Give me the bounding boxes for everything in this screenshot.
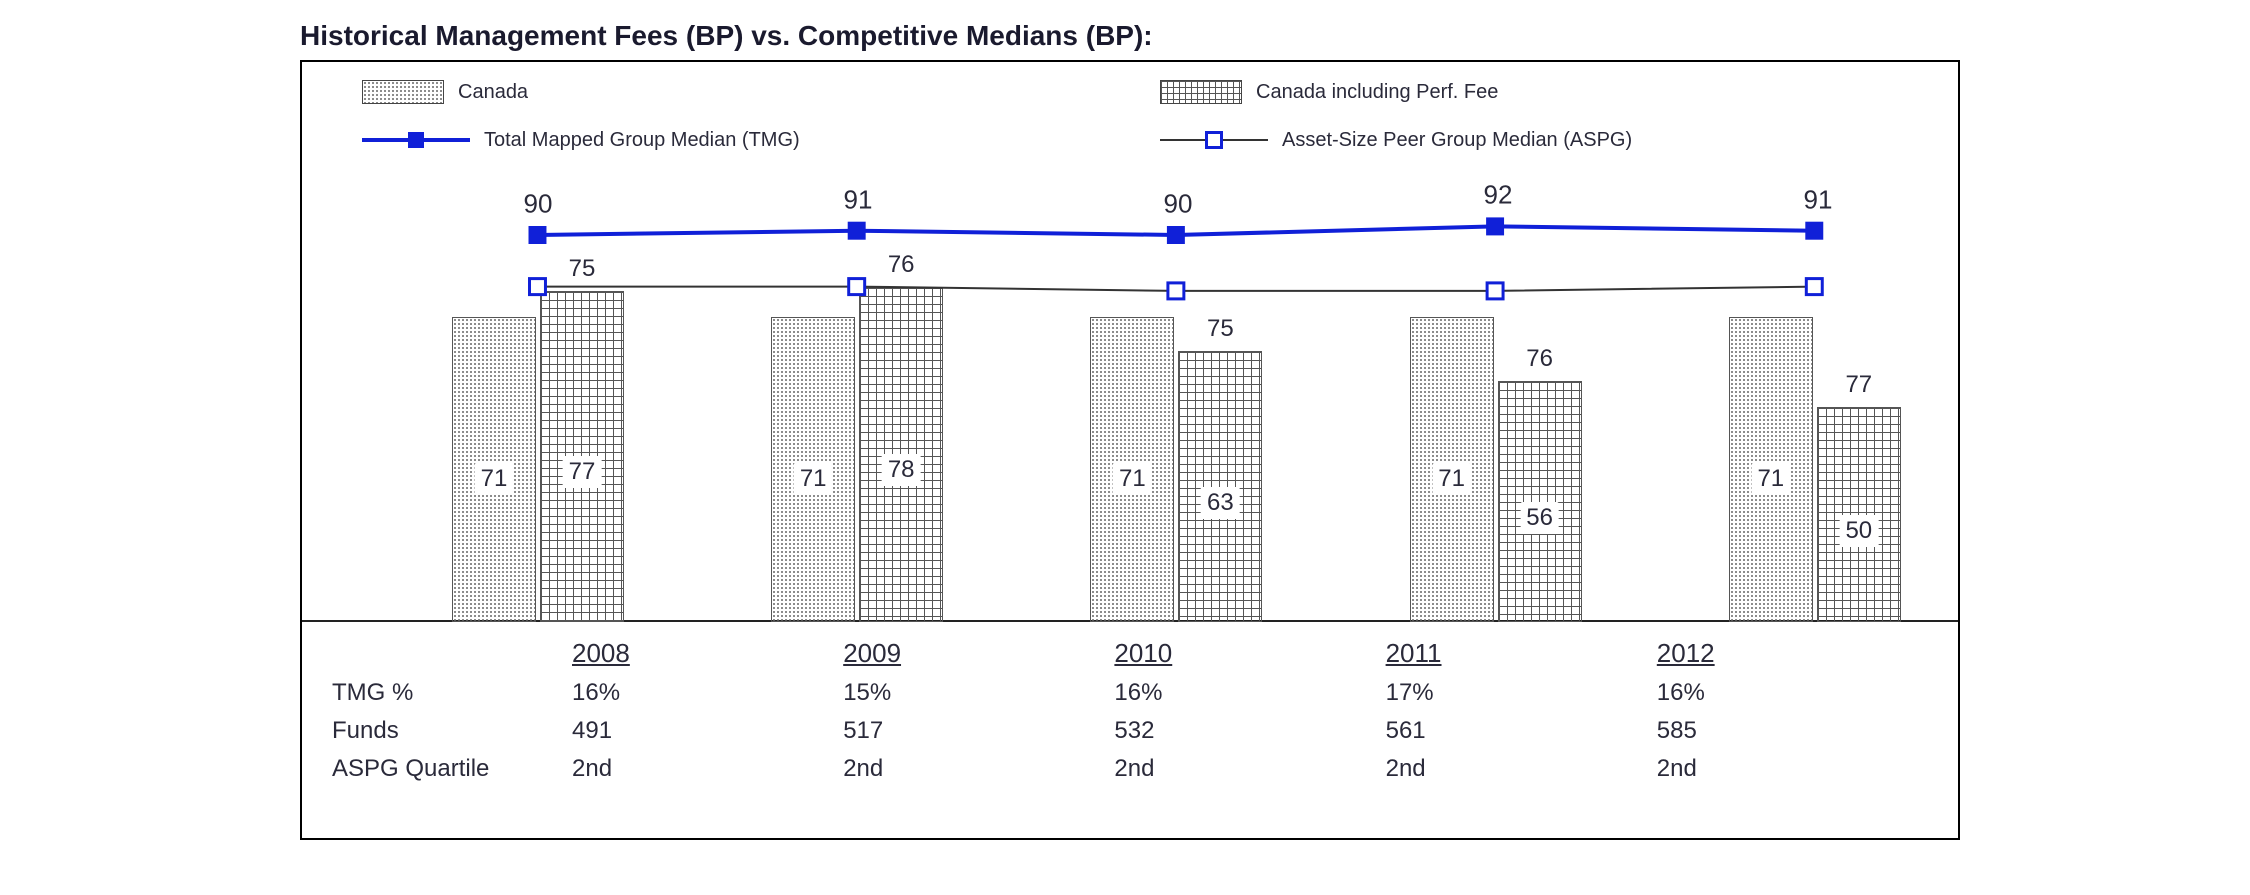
tmg-value-label: 91 <box>844 184 873 215</box>
table-cell: 2nd <box>1114 751 1385 789</box>
table-cell: 561 <box>1386 713 1657 751</box>
table-cell: 2nd <box>572 751 843 789</box>
aspg-marker <box>530 279 546 295</box>
swatch-dots-icon <box>362 80 444 104</box>
aspg-marker <box>1168 283 1184 299</box>
row-label: ASPG Quartile <box>332 751 572 789</box>
table-cell: 2nd <box>1386 751 1657 789</box>
table-cell: 15% <box>843 675 1114 713</box>
swatch-grid-icon <box>1160 80 1242 104</box>
legend-label: Canada including Perf. Fee <box>1256 81 1498 104</box>
table-cell: 17% <box>1386 675 1657 713</box>
tmg-value-label: 92 <box>1484 180 1513 211</box>
table-row: ASPG Quartile2nd2nd2nd2nd2nd <box>332 751 1928 789</box>
tmg-marker <box>848 222 866 240</box>
table-row: Funds491517532561585 <box>332 713 1928 751</box>
swatch-tmg-icon <box>362 128 470 152</box>
table-cell: 2nd <box>843 751 1114 789</box>
legend-label: Total Mapped Group Median (TMG) <box>484 129 800 152</box>
tmg-marker <box>529 226 547 244</box>
table-cell: 16% <box>572 675 843 713</box>
row-label: Funds <box>332 713 572 751</box>
year-label: 2008 <box>572 634 843 675</box>
swatch-aspg-icon <box>1160 128 1268 152</box>
bottom-table: 20082009201020112012 TMG %16%15%16%17%16… <box>332 634 1928 789</box>
table-cell: 16% <box>1657 675 1928 713</box>
chart-frame: Canada Canada including Perf. Fee Total … <box>300 60 1960 840</box>
table-cell: 2nd <box>1657 751 1928 789</box>
year-label: 2011 <box>1386 634 1657 675</box>
legend-item-aspg: Asset-Size Peer Group Median (ASPG) <box>1160 128 1958 152</box>
table-row: TMG %16%15%16%17%16% <box>332 675 1928 713</box>
table-cell: 491 <box>572 713 843 751</box>
legend-item-tmg: Total Mapped Group Median (TMG) <box>362 128 1160 152</box>
legend-item-canada-perf: Canada including Perf. Fee <box>1160 80 1958 104</box>
tmg-value-label: 91 <box>1804 184 1833 215</box>
aspg-marker <box>1806 279 1822 295</box>
tmg-marker <box>1167 226 1185 244</box>
table-cell: 16% <box>1114 675 1385 713</box>
plot-area: 717775717876716375715676715077 909190929… <box>332 192 1928 622</box>
line-overlay <box>332 192 1928 622</box>
year-label: 2012 <box>1657 634 1928 675</box>
legend-label: Asset-Size Peer Group Median (ASPG) <box>1282 129 1632 152</box>
tmg-marker <box>1486 217 1504 235</box>
tmg-value-label: 90 <box>1164 189 1193 220</box>
table-cell: 517 <box>843 713 1114 751</box>
aspg-marker <box>1487 283 1503 299</box>
table-cell: 532 <box>1114 713 1385 751</box>
legend-label: Canada <box>458 81 528 104</box>
chart-title: Historical Management Fees (BP) vs. Comp… <box>300 20 2250 52</box>
tmg-value-label: 90 <box>524 189 553 220</box>
legend-item-canada: Canada <box>362 80 1160 104</box>
year-label: 2009 <box>843 634 1114 675</box>
row-label: TMG % <box>332 675 572 713</box>
year-label: 2010 <box>1114 634 1385 675</box>
tmg-marker <box>1805 222 1823 240</box>
aspg-marker <box>849 279 865 295</box>
legend: Canada Canada including Perf. Fee Total … <box>302 80 1958 152</box>
table-cell: 585 <box>1657 713 1928 751</box>
